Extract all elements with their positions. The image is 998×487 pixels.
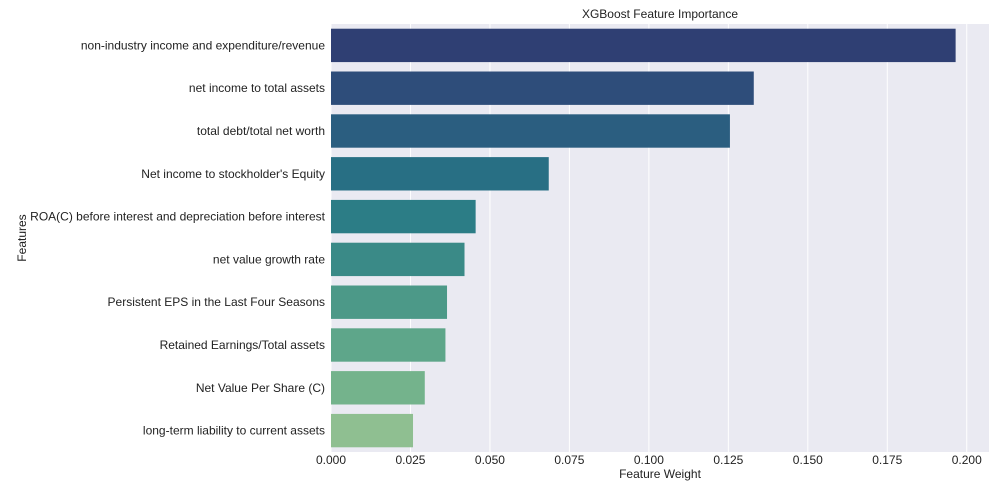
bar [331, 114, 730, 148]
bar [331, 71, 754, 105]
bar [331, 371, 425, 405]
x-tick-label: 0.175 [872, 453, 902, 467]
y-tick-label: ROA(C) before interest and depreciation … [30, 210, 325, 224]
bar [331, 328, 446, 362]
x-tick-label: 0.150 [793, 453, 823, 467]
y-tick-label: Net income to stockholder's Equity [141, 167, 325, 181]
bars [331, 28, 956, 448]
y-tick-label: net income to total assets [189, 81, 325, 95]
x-tick-label: 0.025 [395, 453, 425, 467]
x-tick-label: 0.125 [713, 453, 743, 467]
bar [331, 199, 476, 234]
x-tick-label: 0.200 [952, 453, 982, 467]
y-tick-label: Net Value Per Share (C) [196, 381, 325, 395]
y-tick-label: Retained Earnings/Total assets [160, 338, 325, 352]
x-tick-label: 0.075 [554, 453, 584, 467]
bar [331, 413, 414, 448]
x-tick-labels: 0.000 0.025 0.050 0.075 0.100 0.125 0.150 0.175… [316, 453, 982, 467]
y-tick-label: total debt/total net worth [197, 124, 325, 138]
y-tick-labels: non-industry income and expenditure/reve… [30, 38, 325, 437]
x-tick-label: 0.100 [634, 453, 664, 467]
y-tick-label: long-term liability to current assets [143, 424, 325, 438]
y-tick-label: Persistent EPS in the Last Four Seasons [108, 295, 325, 309]
x-axis-title: Feature Weight [619, 467, 701, 481]
y-tick-label: net value growth rate [213, 252, 325, 266]
bar [331, 28, 956, 63]
x-tick-label: 0.000 [316, 453, 346, 467]
bar [331, 242, 465, 277]
y-axis-title: Features [15, 214, 29, 261]
y-tick-label: non-industry income and expenditure/reve… [81, 38, 325, 52]
bar [331, 285, 448, 319]
x-tick-label: 0.050 [475, 453, 505, 467]
chart-title: XGBoost Feature Importance [582, 7, 738, 21]
bar [331, 157, 549, 191]
